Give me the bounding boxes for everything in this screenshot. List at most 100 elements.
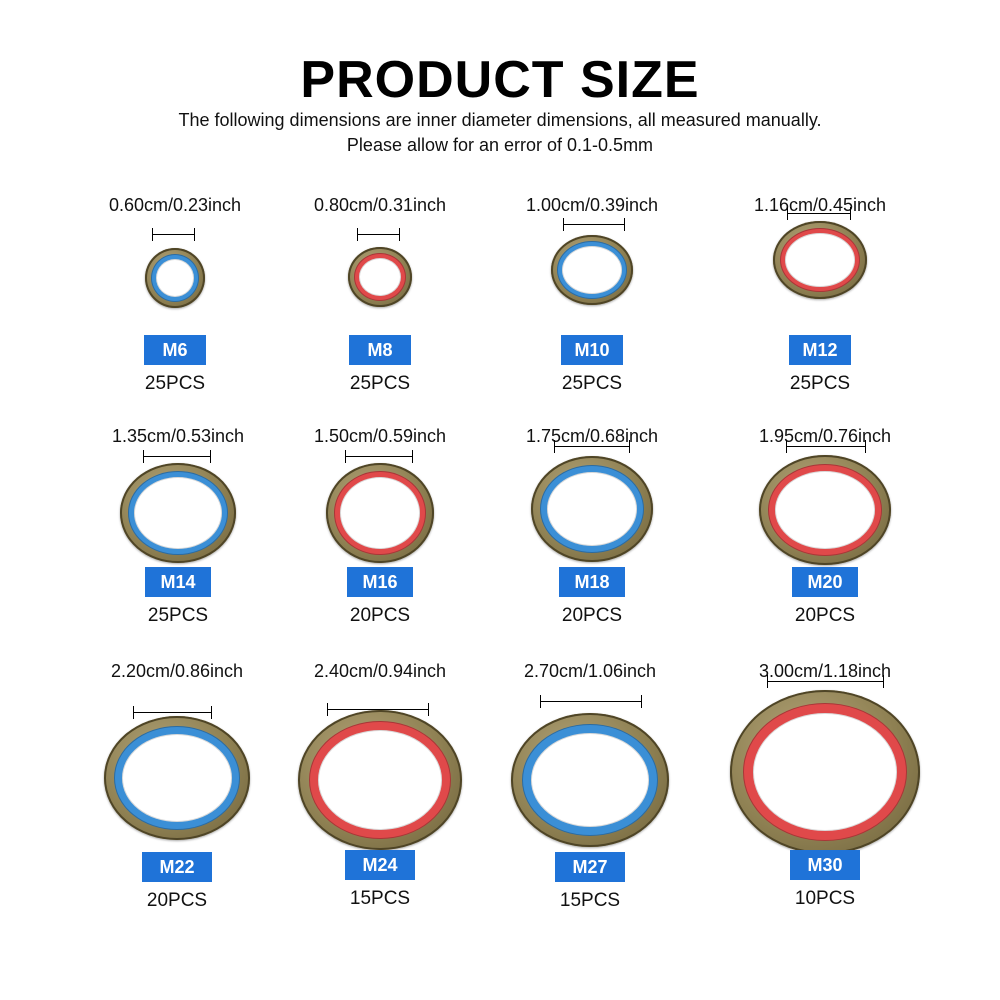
measurement-tick-left <box>540 695 541 708</box>
measurement-line <box>327 709 429 710</box>
measurement-bar <box>767 675 884 688</box>
size-badge: M22 <box>142 852 212 882</box>
dimension-label: 2.20cm/0.86inch <box>110 661 244 681</box>
washer-blue-seal-image <box>511 713 669 847</box>
quantity-label: 10PCS <box>794 888 856 909</box>
washer-blue-seal-image <box>145 248 205 308</box>
size-badge: M8 <box>349 335 411 365</box>
measurement-tick-left <box>786 440 787 453</box>
dimension-label: 1.16cm/0.45inch <box>753 195 887 215</box>
size-badge: M18 <box>559 567 625 597</box>
measurement-bar <box>327 703 429 716</box>
measurement-tick-left <box>554 440 555 453</box>
measurement-tick-left <box>133 706 134 719</box>
quantity-label: 20PCS <box>146 890 208 911</box>
quantity-label: 15PCS <box>349 888 411 909</box>
quantity-label: 20PCS <box>561 605 623 626</box>
size-badge: M6 <box>144 335 206 365</box>
measurement-tick-right <box>850 207 851 220</box>
measurement-line <box>563 224 625 225</box>
washer-hole <box>134 477 222 549</box>
measurement-tick-left <box>357 228 358 241</box>
quantity-label: 25PCS <box>561 373 623 394</box>
measurement-tick-left <box>152 228 153 241</box>
dimension-label: 1.75cm/0.68inch <box>525 426 659 446</box>
washer-hole <box>753 713 897 831</box>
size-badge: M30 <box>790 850 860 880</box>
size-badge: M27 <box>555 852 625 882</box>
washer-blue-seal-image <box>551 235 633 305</box>
washer-red-seal-image <box>348 247 412 307</box>
measurement-bar <box>143 450 211 463</box>
dimension-label: 2.40cm/0.94inch <box>313 661 447 681</box>
measurement-tick-left <box>143 450 144 463</box>
washer-hole <box>562 246 622 294</box>
measurement-bar <box>540 695 642 708</box>
measurement-line <box>767 681 884 682</box>
washer-hole <box>547 472 637 546</box>
washer-blue-seal-image <box>120 463 236 563</box>
size-badge: M20 <box>792 567 858 597</box>
dimension-label: 1.95cm/0.76inch <box>758 426 892 446</box>
measurement-line <box>152 234 195 235</box>
quantity-label: 25PCS <box>147 605 209 626</box>
measurement-line <box>357 234 400 235</box>
size-badge: M16 <box>347 567 413 597</box>
dimension-label: 1.35cm/0.53inch <box>111 426 245 446</box>
washer-red-seal-image <box>326 463 434 563</box>
washer-red-seal-image <box>730 690 920 854</box>
washer-red-seal-image <box>759 455 891 565</box>
size-badge: M12 <box>789 335 851 365</box>
washer-hole <box>775 471 875 549</box>
measurement-tick-right <box>629 440 630 453</box>
measurement-tick-right <box>883 675 884 688</box>
measurement-line <box>143 456 211 457</box>
measurement-bar <box>786 440 866 453</box>
measurement-bar <box>554 440 630 453</box>
quantity-label: 25PCS <box>144 373 206 394</box>
size-badge: M14 <box>145 567 211 597</box>
measurement-tick-right <box>428 703 429 716</box>
quantity-label: 25PCS <box>349 373 411 394</box>
measurement-bar <box>133 706 212 719</box>
size-badge: M10 <box>561 335 623 365</box>
measurement-tick-right <box>865 440 866 453</box>
measurement-tick-right <box>412 450 413 463</box>
washer-hole <box>359 258 401 296</box>
measurement-line <box>786 446 866 447</box>
measurement-tick-right <box>194 228 195 241</box>
measurement-bar <box>787 207 851 220</box>
washer-hole <box>785 233 855 287</box>
measurement-line <box>787 213 851 214</box>
measurement-line <box>133 712 212 713</box>
measurement-tick-left <box>767 675 768 688</box>
measurement-tick-right <box>210 450 211 463</box>
quantity-label: 20PCS <box>349 605 411 626</box>
measurement-bar <box>345 450 413 463</box>
measurement-tick-left <box>345 450 346 463</box>
measurement-note: The following dimensions are inner diame… <box>178 110 822 130</box>
measurement-bar <box>152 228 195 241</box>
washer-hole <box>122 734 232 822</box>
dimension-label: 0.80cm/0.31inch <box>313 195 447 215</box>
size-badge: M24 <box>345 850 415 880</box>
washer-red-seal-image <box>773 221 867 299</box>
dimension-label: 1.00cm/0.39inch <box>525 195 659 215</box>
dimension-label: 2.70cm/1.06inch <box>523 661 657 681</box>
measurement-tick-right <box>624 218 625 231</box>
dimension-label: 0.60cm/0.23inch <box>108 195 242 215</box>
dimension-label: 1.50cm/0.59inch <box>313 426 447 446</box>
measurement-tick-left <box>563 218 564 231</box>
dimension-label: 3.00cm/1.18inch <box>758 661 892 681</box>
measurement-tick-right <box>211 706 212 719</box>
measurement-tick-right <box>641 695 642 708</box>
measurement-line <box>540 701 642 702</box>
page-title: PRODUCT SIZE <box>300 51 700 109</box>
washer-hole <box>318 730 442 830</box>
measurement-line <box>554 446 630 447</box>
washer-red-seal-image <box>298 710 462 850</box>
washer-hole <box>531 733 649 827</box>
measurement-line <box>345 456 413 457</box>
measurement-tick-right <box>399 228 400 241</box>
